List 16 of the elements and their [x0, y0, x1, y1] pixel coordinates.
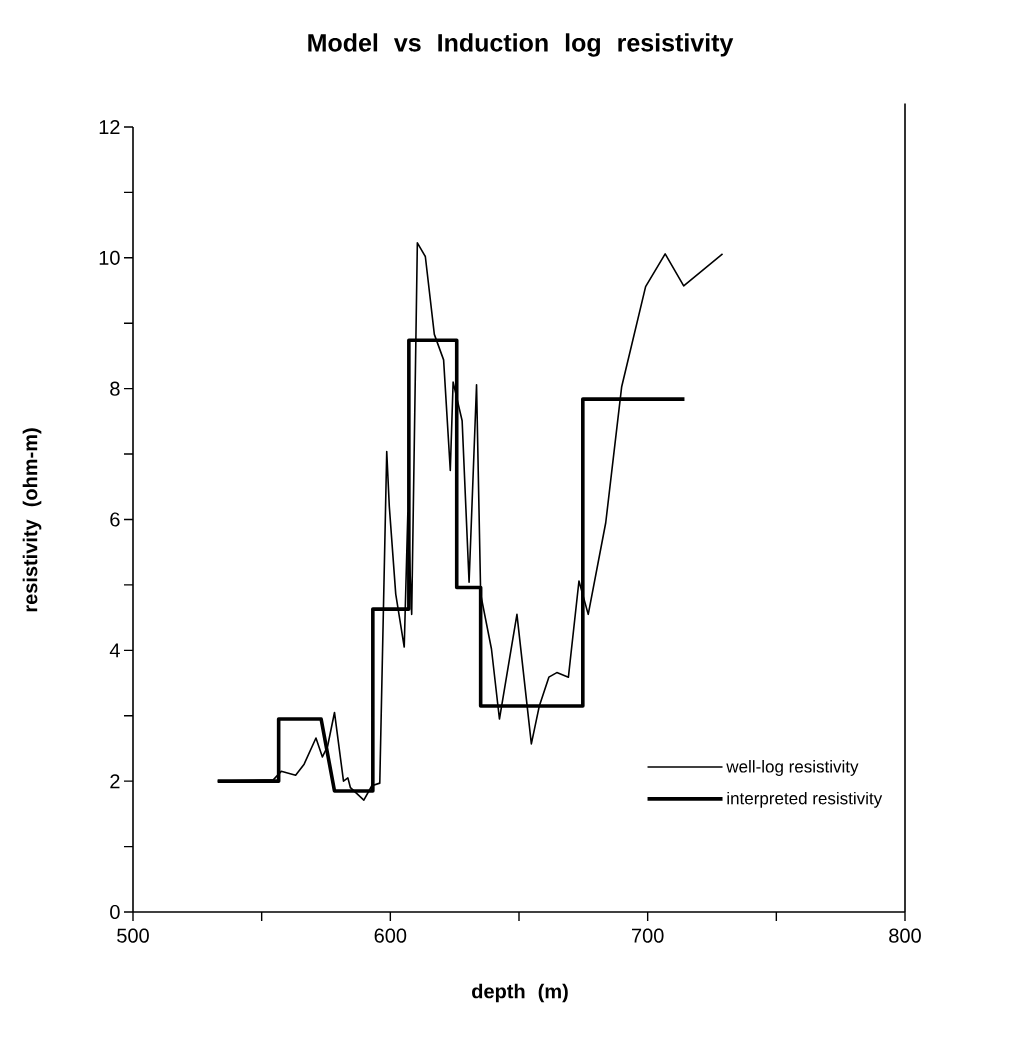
x-tick-label: 700 [632, 928, 664, 943]
chart-title: Model vs Induction log resistivity [308, 33, 734, 57]
x-tick-label: 800 [889, 928, 921, 943]
y-tick-label: 12 [99, 120, 120, 134]
y-tick-label: 6 [110, 512, 120, 527]
y-tick-label: 10 [99, 250, 120, 265]
x-tick-label: 500 [117, 928, 149, 943]
y-tick-label: 8 [110, 381, 120, 396]
legend-label: well-log resistivity [726, 760, 859, 776]
y-tick-label: 0 [110, 904, 120, 920]
legend-label: interpreted resistivity [727, 791, 883, 808]
y-tick-label: 2 [110, 774, 120, 789]
x-axis-title: depth (m) [472, 983, 568, 1003]
x-tick-label: 600 [374, 928, 407, 943]
y-axis-title: resistivity (ohm-m) [22, 428, 42, 612]
y-tick-label: 4 [109, 643, 120, 658]
